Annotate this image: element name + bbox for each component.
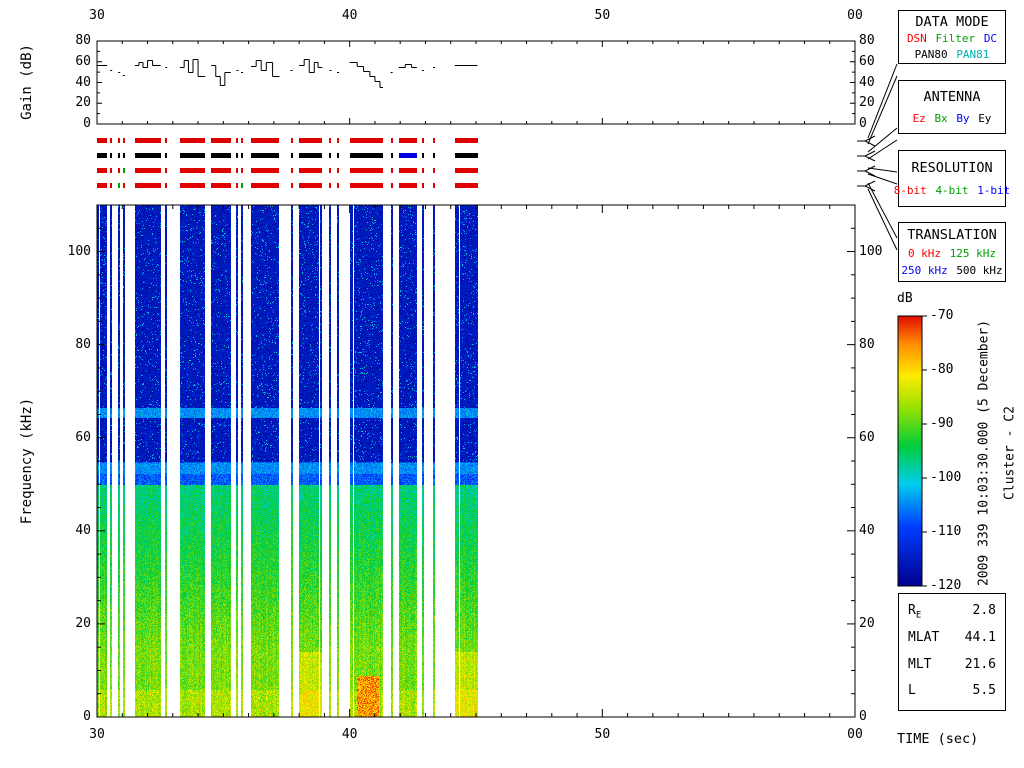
tick-label: 0 (859, 709, 867, 724)
ephemeris-row-re: RE 2.8 (899, 603, 1005, 621)
legend-item-pan80: PAN80 (914, 47, 948, 61)
legend-antenna: ANTENNA Ez Bx By Ey (898, 80, 1006, 134)
ephemeris-label: MLT (908, 656, 932, 672)
legend-item-dc: DC (983, 32, 998, 45)
tick-label: 50 (594, 727, 611, 742)
legend-resolution: RESOLUTION 8-bit 4-bit 1-bit (894, 150, 1010, 207)
tick-label: 20 (859, 95, 875, 111)
tick-label: -120 (930, 578, 962, 593)
translation-callout-arrow-icon (857, 180, 898, 251)
legend-item-1bit: 1-bit (977, 184, 1011, 198)
tick-label: 80 (75, 33, 91, 48)
legend-data-mode-row2: PAN80 PAN81 (914, 48, 991, 61)
tick-label: 80 (859, 33, 875, 48)
legend-item-250khz: 250 kHz (901, 264, 948, 277)
tick-label: -80 (930, 362, 954, 377)
legend-item-bx: Bx (934, 112, 948, 126)
tick-label: 0 (83, 709, 91, 724)
legend-item-125khz: 125 kHz (949, 247, 997, 260)
legend-translation-title: TRANSLATION (907, 227, 997, 243)
spectrogram-canvas (97, 205, 855, 717)
legend-item-dsn: DSN (906, 32, 927, 45)
legend-resolution-row1: 8-bit 4-bit 1-bit (893, 184, 1012, 197)
ephemeris-value: 21.6 (964, 656, 996, 672)
time-axis-title: TIME (sec) (897, 731, 979, 747)
datetime-annotation: 2009 339 10:03:30.000 (5 December) (976, 319, 992, 587)
legend-translation-row2: 250 kHz 500 kHz (900, 264, 1003, 277)
tick-label: 40 (75, 74, 91, 90)
legend-item-500khz: 500 kHz (956, 264, 1003, 277)
colorbar-title: dB (897, 291, 913, 306)
ephemeris-label: MLAT (908, 629, 940, 645)
ephemeris-label: L (908, 683, 916, 699)
tick-label: 60 (859, 53, 875, 69)
tick-label: 20 (75, 615, 91, 631)
tick-label: 40 (859, 522, 875, 538)
tick-label: -90 (930, 416, 954, 431)
ephemeris-value: 5.5 (972, 683, 996, 699)
legend-item-8bit: 8-bit (893, 184, 927, 198)
ephemeris-box: RE 2.8 MLAT 44.1 MLT 21.6 L 5.5 (898, 593, 1006, 711)
tick-label: 40 (859, 74, 875, 90)
tick-label: 30 (89, 8, 105, 23)
tick-label: 80 (859, 336, 875, 352)
tick-label: 60 (75, 429, 91, 445)
ephemeris-row-mlt: MLT 21.6 (899, 657, 1005, 675)
spacecraft-annotation: Cluster - C2 (1002, 406, 1018, 500)
tick-label: 0 (859, 116, 867, 131)
tick-label: 20 (75, 95, 91, 111)
tick-label: -70 (930, 308, 954, 323)
tick-label: 100 (859, 243, 883, 259)
legend-data-mode-title: DATA MODE (915, 13, 989, 30)
status-bars-canvas (97, 132, 855, 202)
antenna-callout-arrow-icon (857, 127, 898, 162)
tick-label: 00 (847, 727, 863, 742)
ephemeris-label: RE (908, 603, 922, 621)
tick-label: 20 (859, 615, 875, 631)
legend-item-pan81: PAN81 (956, 47, 990, 61)
legend-antenna-title: ANTENNA (923, 88, 981, 105)
tick-label: 40 (341, 8, 358, 23)
legend-resolution-title: RESOLUTION (911, 159, 993, 176)
ephemeris-row-mlat: MLAT 44.1 (899, 630, 1005, 648)
legend-translation-row1: 0 kHz 125 kHz (907, 247, 997, 260)
gain-axis-title: Gain (dB) (19, 44, 35, 120)
legend-item-ey: Ey (978, 112, 992, 126)
legend-item-by: By (956, 112, 970, 126)
tick-label: 00 (847, 8, 863, 23)
legend-item-ez: Ez (912, 112, 926, 126)
legend-item-0khz: 0 kHz (907, 247, 942, 260)
ephemeris-row-l: L 5.5 (899, 683, 1005, 701)
frequency-axis-title: Frequency (kHz) (19, 397, 35, 525)
ephemeris-value: 2.8 (972, 603, 996, 619)
legend-item-filter: Filter (935, 32, 976, 45)
tick-label: 40 (75, 522, 91, 538)
tick-label: 30 (89, 727, 105, 742)
resolution-callout-arrow-icon (857, 165, 898, 185)
tick-label: 100 (67, 243, 91, 259)
tick-label: 60 (75, 53, 91, 69)
tick-label: -110 (930, 524, 962, 539)
legend-antenna-row1: Ez Bx By Ey (912, 112, 993, 125)
tick-label: 80 (75, 336, 91, 352)
tick-label: 60 (859, 429, 875, 445)
tick-label: -100 (930, 470, 962, 485)
legend-translation: TRANSLATION 0 kHz 125 kHz 250 kHz 500 kH… (898, 222, 1006, 282)
colorbar-gradient (898, 316, 922, 586)
legend-item-4bit: 4-bit (935, 184, 969, 198)
ephemeris-value: 44.1 (964, 629, 996, 645)
tick-label: 0 (83, 116, 91, 131)
tick-label: 40 (341, 727, 358, 742)
gain-plot-canvas (97, 41, 855, 124)
tick-label: 50 (594, 8, 611, 23)
legend-data-mode-row1: DSN Filter DC (906, 32, 998, 45)
legend-data-mode: DATA MODE DSN Filter DC PAN80 PAN81 (898, 10, 1006, 64)
